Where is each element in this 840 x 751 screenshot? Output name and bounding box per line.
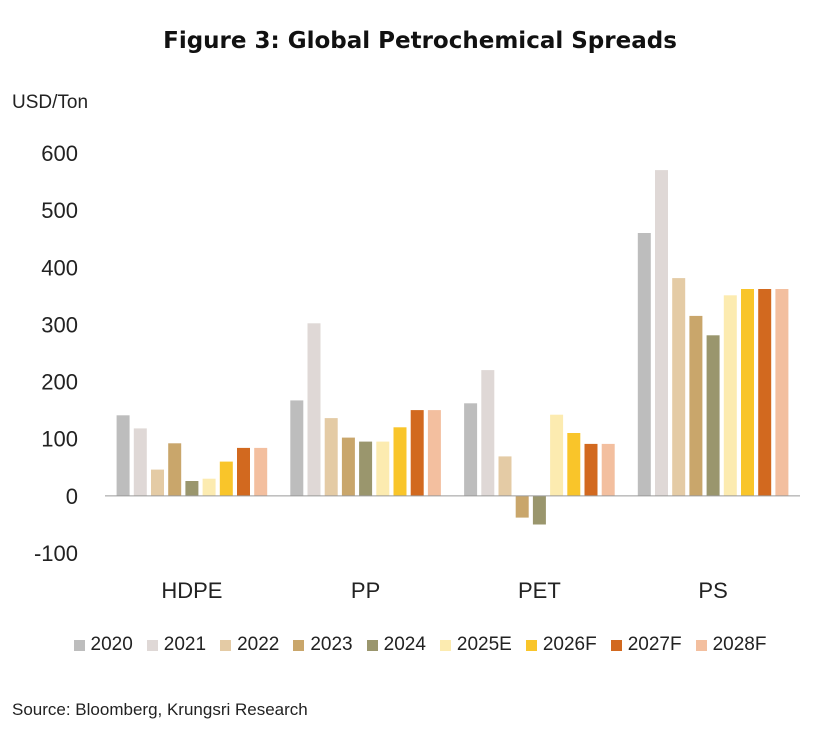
bar-hdpe-2028f	[254, 447, 268, 496]
x-tick-label: PP	[351, 578, 380, 603]
legend-item: 2026F	[525, 634, 597, 656]
legend-label: 2028F	[712, 634, 767, 655]
y-tick-label: 300	[41, 312, 78, 337]
bar-ps-2025e	[723, 295, 737, 496]
legend-item: 2023	[293, 634, 353, 656]
source-note: Source: Bloomberg, Krungsri Research	[12, 700, 308, 719]
legend-label: 2022	[237, 634, 280, 655]
y-tick-label: 0	[66, 484, 78, 509]
bar-hdpe-2021	[133, 428, 147, 496]
y-tick-label: 600	[41, 141, 78, 166]
legend-swatch	[610, 639, 622, 651]
legend-label: 2024	[383, 634, 426, 655]
chart-title: Figure 3: Global Petrochemical Spreads	[163, 28, 677, 54]
y-tick-label: 100	[41, 427, 78, 452]
bar-hdpe-2023	[168, 443, 182, 496]
x-axis-ticks: HDPE PP PET PS	[161, 578, 727, 603]
legend-swatch	[695, 639, 707, 651]
bar-ps-2021	[655, 170, 668, 496]
bar-pet-2022	[498, 456, 512, 496]
bar-ps-2027f	[758, 289, 772, 496]
bar-hdpe-2020	[116, 415, 130, 496]
bar-pp-2024	[359, 441, 373, 496]
legend-label: 2025E	[456, 634, 512, 655]
legend-label: 2020	[90, 634, 133, 655]
x-tick-label: PS	[698, 578, 727, 603]
legend-item: 2028F	[695, 634, 767, 656]
y-axis-ticks: 600 500 400 300 200 100 0 -100	[34, 141, 78, 566]
legend-item: 2022	[220, 634, 279, 656]
legend-item: 2024	[366, 634, 426, 656]
bar-hdpe-2025e	[202, 478, 216, 496]
bar-ps-2022	[672, 278, 686, 496]
x-tick-label: HDPE	[161, 578, 222, 603]
legend-label: 2027F	[627, 634, 682, 655]
bar-pp-2027f	[410, 410, 424, 496]
bar-pp-2023	[341, 437, 355, 496]
legend-swatch	[73, 639, 85, 651]
legend-label: 2026F	[542, 634, 597, 655]
bar-hdpe-2026f	[219, 461, 233, 496]
legend-swatch	[366, 639, 378, 651]
legend-label: 2023	[310, 634, 353, 655]
legend-item: 2025E	[439, 634, 512, 656]
legend-item: 2021	[146, 634, 207, 656]
legend-swatch	[525, 639, 537, 651]
bar-pet-2028f	[601, 443, 615, 496]
bar-pet-2020	[464, 403, 478, 496]
bar-pet-2021	[481, 370, 495, 496]
bars	[116, 170, 789, 525]
bar-hdpe-2024	[185, 481, 199, 496]
bar-pp-2022	[324, 418, 338, 496]
bar-pp-2025e	[376, 441, 390, 496]
bar-ps-2024	[706, 335, 720, 496]
bar-hdpe-2022	[151, 469, 164, 496]
bar-pet-2027f	[584, 443, 598, 496]
legend: 2020 2021 2022 2023 2024 2025E 2026F 2027F 2028F	[0, 634, 840, 656]
bar-pp-2021	[307, 323, 321, 496]
bar-ps-2026f	[741, 289, 754, 496]
bar-pet-2024	[532, 495, 546, 525]
legend-swatch	[439, 639, 451, 651]
legend-swatch	[146, 639, 158, 651]
legend-item: 2020	[73, 634, 133, 656]
y-axis-unit-label: USD/Ton	[12, 92, 89, 113]
bar-ps-2023	[689, 315, 703, 496]
legend-swatch	[293, 639, 305, 651]
bar-hdpe-2027f	[237, 447, 250, 496]
y-tick-label: 500	[41, 198, 78, 223]
y-tick-label: -100	[34, 541, 78, 566]
bar-pp-2020	[290, 400, 304, 496]
bar-pet-2026f	[567, 433, 581, 496]
bar-pet-2025e	[550, 414, 564, 496]
x-tick-label: PET	[518, 578, 561, 603]
bar-chart: 600 500 400 300 200 100 0 -100 HDPE PP PET PS	[34, 141, 800, 603]
bar-pp-2028f	[427, 410, 441, 496]
legend-label: 2021	[163, 634, 207, 655]
y-tick-label: 400	[41, 255, 78, 280]
bar-ps-2020	[637, 233, 651, 496]
bar-pet-2023	[515, 495, 529, 518]
bar-pp-2026f	[393, 427, 407, 496]
y-tick-label: 200	[41, 370, 78, 395]
legend-swatch	[220, 639, 232, 651]
legend-item: 2027F	[610, 634, 682, 656]
bar-ps-2028f	[775, 289, 789, 496]
